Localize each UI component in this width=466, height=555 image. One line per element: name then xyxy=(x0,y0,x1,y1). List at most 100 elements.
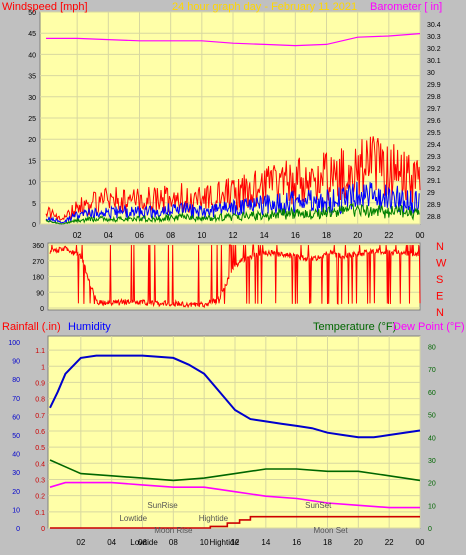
astro-annotation: Hightide xyxy=(210,538,240,547)
climate-x-tick: 10 xyxy=(200,538,209,547)
climate-x-ticks: 02 04 06 08 10 12 14 16 18 20 22 00 xyxy=(76,538,425,547)
climate-x-tick: 06 xyxy=(138,538,147,547)
climate-x-tick: 12 xyxy=(231,538,240,547)
rain-y-tick: 0 xyxy=(41,526,45,533)
wind-x-tick: 06 xyxy=(135,231,144,240)
rain-y-tick: 0.5 xyxy=(35,445,45,452)
humidity-y-tick: 50 xyxy=(12,433,20,440)
temp-y-tick: 40 xyxy=(428,435,436,442)
direction-y-ticks: 360 270 180 90 0 xyxy=(32,243,44,313)
wind-y-ticks: 0 5 10 15 20 25 30 35 40 45 50 xyxy=(28,10,36,229)
wind-x-tick: 14 xyxy=(260,231,269,240)
wind-x-tick: 20 xyxy=(353,231,362,240)
baro-y-tick: 29.8 xyxy=(427,94,441,101)
climate-x-tick: 20 xyxy=(354,538,363,547)
compass-label: E xyxy=(436,291,443,303)
humidity-y-tick: 20 xyxy=(12,489,20,496)
rain-y-tick: 0.7 xyxy=(35,413,45,420)
wind-y-tick: 0 xyxy=(32,222,36,229)
baro-y-tick: 29.9 xyxy=(427,82,441,89)
direction-y-tick: 0 xyxy=(40,306,44,313)
baro-y-tick: 29.2 xyxy=(427,166,441,173)
climate-panel xyxy=(47,335,421,529)
baro-y-tick: 29.3 xyxy=(427,154,441,161)
astro-annotation: Moon Rise xyxy=(154,526,193,535)
humidity-y-tick: 70 xyxy=(12,396,20,403)
climate-x-tick: 08 xyxy=(169,538,178,547)
wind-y-tick: 50 xyxy=(28,10,36,17)
direction-series xyxy=(49,244,421,309)
baro-y-tick: 28.8 xyxy=(427,214,441,221)
wind-y-tick: 20 xyxy=(28,137,36,144)
rain-y-tick: 0.2 xyxy=(35,494,45,501)
wind-x-tick: 12 xyxy=(229,231,238,240)
climate-x-tick: 16 xyxy=(292,538,301,547)
baro-y-tick: 29.1 xyxy=(427,178,441,185)
baro-y-tick: 29.6 xyxy=(427,118,441,125)
rain-y-tick: 0.6 xyxy=(35,429,45,436)
astro-annotation: Lowtide xyxy=(119,514,147,523)
temp-y-tick: 50 xyxy=(428,413,436,420)
baro-y-label: Barometer [ in] xyxy=(370,1,442,13)
astro-annotation: SunRise xyxy=(147,501,178,510)
wind-y-tick: 10 xyxy=(28,180,36,187)
wind-y-tick: 30 xyxy=(28,95,36,102)
wind-y-tick: 35 xyxy=(28,74,36,81)
temp-y-ticks: 0 10 20 30 40 50 60 70 80 xyxy=(428,345,436,533)
direction-y-tick: 180 xyxy=(32,275,44,282)
direction-y-tick: 360 xyxy=(32,243,44,250)
temp-y-tick: 80 xyxy=(428,345,436,352)
wind-y-tick: 5 xyxy=(32,201,36,208)
rain-y-tick: 0.9 xyxy=(35,380,45,387)
baro-y-tick: 28.9 xyxy=(427,202,441,209)
climate-x-tick: 18 xyxy=(323,538,332,547)
wind-x-tick: 02 xyxy=(73,231,82,240)
wind-x-tick: 04 xyxy=(104,231,113,240)
average-line xyxy=(45,181,420,224)
baro-y-tick: 30.2 xyxy=(427,46,441,53)
humidity-y-tick: 40 xyxy=(12,452,20,459)
compass-label: S xyxy=(436,274,443,286)
wind-x-tick: 18 xyxy=(322,231,331,240)
temp-y-label: Temperature (°F) xyxy=(313,321,396,333)
direction-y-tick: 270 xyxy=(32,259,44,266)
climate-x-tick: 04 xyxy=(107,538,116,547)
wind-x-tick: 08 xyxy=(166,231,175,240)
astro-annotation: Hightide xyxy=(199,514,229,523)
temp-y-tick: 30 xyxy=(428,458,436,465)
temp-y-tick: 60 xyxy=(428,390,436,397)
baro-y-tick: 29.5 xyxy=(427,130,441,137)
wind-x-tick: 00 xyxy=(416,231,425,240)
climate-series xyxy=(49,354,421,529)
wind-x-tick: 22 xyxy=(384,231,393,240)
low-line xyxy=(45,202,420,225)
rain-y-tick: 0.3 xyxy=(35,477,45,484)
temp-y-tick: 70 xyxy=(428,367,436,374)
rain-y-tick: 0.1 xyxy=(35,510,45,517)
humidity-y-tick: 90 xyxy=(12,359,20,366)
astro-annotation: Moon Set xyxy=(313,526,348,535)
compass-label: W xyxy=(436,258,447,270)
climate-grid xyxy=(48,336,421,529)
astro-annotation: SunSet xyxy=(305,501,332,510)
humidity-y-tick: 10 xyxy=(12,507,20,514)
wind-y-tick: 40 xyxy=(28,52,36,59)
wind-y-label: Windspeed [mph] xyxy=(2,1,88,13)
baro-y-tick: 30 xyxy=(427,70,435,77)
climate-x-tick: 00 xyxy=(416,538,425,547)
wind-grid xyxy=(40,11,421,225)
rain-y-tick: 0.8 xyxy=(35,397,45,404)
temperature-line xyxy=(49,459,421,482)
humidity-y-tick: 80 xyxy=(12,377,20,384)
direction-line xyxy=(49,244,421,309)
rain-y-label: Rainfall (.in) xyxy=(2,321,61,333)
baro-y-ticks: 28.8 28.9 29 29.1 29.2 29.3 29.4 29.5 29.6 29.7 29… xyxy=(427,22,441,221)
barometer-line xyxy=(46,33,421,47)
baro-y-tick: 29 xyxy=(427,190,435,197)
humidity-y-tick: 100 xyxy=(8,340,20,347)
wind-x-tick: 10 xyxy=(197,231,206,240)
wind-y-tick: 45 xyxy=(28,31,36,38)
